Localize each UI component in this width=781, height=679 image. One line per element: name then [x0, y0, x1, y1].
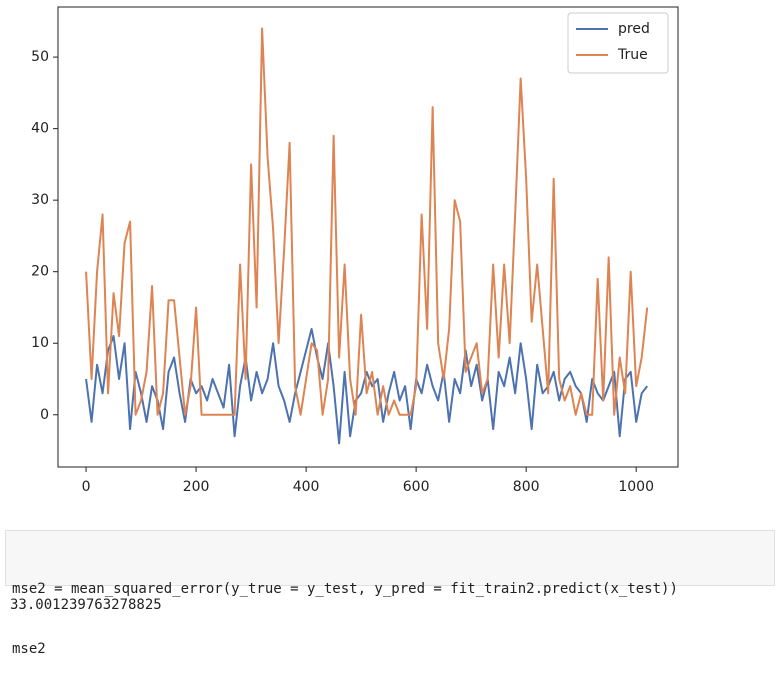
legend-label: True — [617, 47, 648, 63]
x-tick-label: 800 — [513, 479, 540, 495]
y-tick-label: 10 — [31, 335, 49, 351]
x-tick-label: 0 — [82, 479, 91, 495]
cell-output: 33.001239763278825 — [10, 597, 162, 613]
code-line: mse2 = mean_squared_error(y_true = y_tes… — [12, 581, 678, 597]
y-tick-label: 50 — [31, 49, 49, 65]
chart: 0 10 20 30 40 50 0 200 400 600 800 1000 pred True — [31, 6, 679, 495]
x-tick-label: 400 — [293, 479, 320, 495]
y-tick-label: 20 — [31, 264, 49, 280]
code-line: mse2 — [12, 641, 46, 657]
x-tick-label: 600 — [403, 479, 430, 495]
legend-label: pred — [618, 21, 650, 37]
series-line — [85, 327, 648, 445]
y-tick-label: 40 — [31, 121, 49, 137]
y-tick-label: 30 — [31, 192, 49, 208]
x-tick-label: 1000 — [618, 479, 654, 495]
code-cell[interactable]: mse2 = mean_squared_error(y_true = y_tes… — [5, 530, 775, 657]
y-tick-label: 0 — [40, 407, 49, 423]
x-tick-label: 200 — [183, 479, 210, 495]
series-line — [85, 27, 649, 416]
notebook: 0 10 20 30 40 50 0 200 400 600 800 1000 pred True mse… — [5, 6, 775, 657]
